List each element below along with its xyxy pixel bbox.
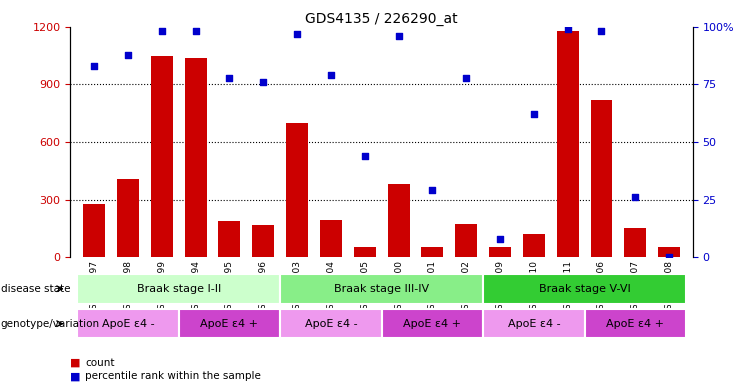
Bar bbox=[489, 247, 511, 257]
Bar bbox=[388, 184, 410, 257]
Point bbox=[494, 236, 506, 242]
Bar bbox=[455, 223, 477, 257]
Title: GDS4135 / 226290_at: GDS4135 / 226290_at bbox=[305, 12, 458, 26]
Point bbox=[393, 33, 405, 39]
Point bbox=[528, 111, 539, 118]
Point bbox=[291, 31, 303, 37]
Text: ■: ■ bbox=[70, 371, 81, 381]
Point bbox=[325, 72, 337, 78]
Text: ApoE ε4 +: ApoE ε4 + bbox=[403, 318, 462, 329]
Point bbox=[190, 28, 202, 35]
Point bbox=[122, 51, 134, 58]
Point bbox=[663, 254, 675, 260]
Bar bbox=[556, 31, 579, 257]
Bar bbox=[353, 247, 376, 257]
Bar bbox=[286, 123, 308, 257]
Bar bbox=[179, 309, 280, 338]
Bar bbox=[280, 274, 483, 304]
Point bbox=[359, 153, 370, 159]
Point bbox=[562, 26, 574, 32]
Bar bbox=[591, 100, 613, 257]
Bar bbox=[150, 56, 173, 257]
Bar bbox=[77, 309, 179, 338]
Text: ApoE ε4 +: ApoE ε4 + bbox=[606, 318, 665, 329]
Text: ApoE ε4 -: ApoE ε4 - bbox=[305, 318, 357, 329]
Point bbox=[224, 74, 236, 81]
Bar bbox=[658, 247, 680, 257]
Text: count: count bbox=[85, 358, 115, 368]
Bar bbox=[77, 274, 280, 304]
Bar bbox=[625, 227, 646, 257]
Text: Braak stage III-IV: Braak stage III-IV bbox=[334, 284, 429, 294]
Bar bbox=[382, 309, 483, 338]
Point bbox=[88, 63, 100, 69]
Bar bbox=[117, 179, 139, 257]
Text: Braak stage V-VI: Braak stage V-VI bbox=[539, 284, 631, 294]
Bar bbox=[523, 234, 545, 257]
Text: ApoE ε4 +: ApoE ε4 + bbox=[200, 318, 259, 329]
Bar bbox=[320, 220, 342, 257]
Text: disease state: disease state bbox=[1, 284, 70, 294]
Bar bbox=[585, 309, 686, 338]
Point bbox=[156, 28, 167, 35]
Point bbox=[460, 74, 472, 81]
Bar bbox=[483, 309, 585, 338]
Point bbox=[257, 79, 269, 85]
Text: percentile rank within the sample: percentile rank within the sample bbox=[85, 371, 261, 381]
Point bbox=[629, 194, 641, 200]
Text: Braak stage I-II: Braak stage I-II bbox=[136, 284, 221, 294]
Point bbox=[426, 187, 438, 194]
Bar bbox=[219, 221, 240, 257]
Text: ■: ■ bbox=[70, 358, 81, 368]
Bar bbox=[280, 309, 382, 338]
Text: ApoE ε4 -: ApoE ε4 - bbox=[102, 318, 154, 329]
Text: ApoE ε4 -: ApoE ε4 - bbox=[508, 318, 560, 329]
Bar bbox=[422, 247, 443, 257]
Bar bbox=[252, 225, 274, 257]
Bar bbox=[185, 58, 207, 257]
Text: genotype/variation: genotype/variation bbox=[1, 319, 100, 329]
Point bbox=[596, 28, 608, 35]
Bar bbox=[83, 204, 105, 257]
Bar bbox=[483, 274, 686, 304]
